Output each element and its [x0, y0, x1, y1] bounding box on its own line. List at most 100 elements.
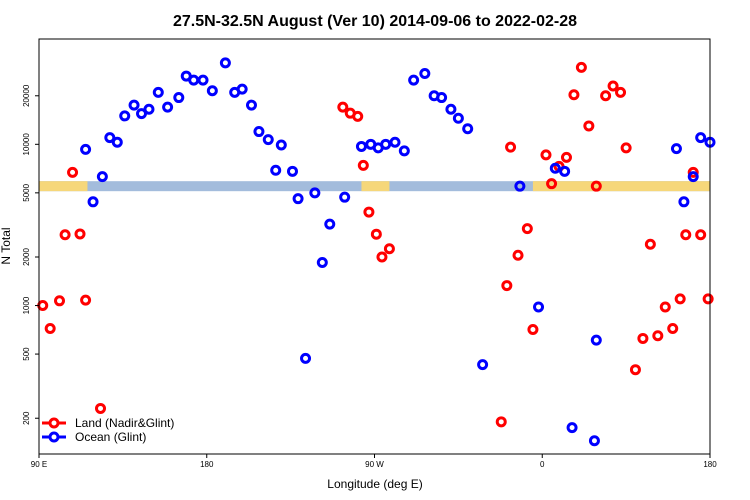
- land-point: [575, 61, 587, 73]
- ocean-point: [380, 138, 392, 150]
- ocean-point: [533, 301, 545, 313]
- x-tick-label: 0: [540, 460, 545, 469]
- y-axis-label: N Total: [0, 227, 13, 264]
- ocean-point: [262, 134, 274, 146]
- land-point: [495, 416, 507, 428]
- ocean-point: [136, 108, 148, 120]
- ocean-point: [236, 83, 248, 95]
- ocean-point: [590, 334, 602, 346]
- ocean-point: [128, 99, 140, 111]
- land-point: [583, 120, 595, 132]
- land-point: [540, 149, 552, 161]
- ocean-point: [462, 123, 474, 135]
- ocean-point: [419, 67, 431, 79]
- ocean-point: [270, 164, 282, 176]
- land-point: [376, 251, 388, 263]
- ocean-point: [339, 191, 351, 203]
- x-tick-label: 90 W: [365, 460, 384, 469]
- land-point: [560, 151, 572, 163]
- land-point: [44, 323, 56, 335]
- land-point: [659, 301, 671, 313]
- land-point: [590, 180, 602, 192]
- legend-ocean-label: Ocean (Glint): [75, 430, 146, 444]
- x-tick-label: 180: [703, 460, 717, 469]
- y-tick-label: 1000: [22, 296, 31, 314]
- legend-land-marker: [48, 417, 60, 429]
- y-tick-label: 20000: [22, 84, 31, 107]
- ocean-point: [389, 136, 401, 148]
- ocean-point: [96, 171, 108, 183]
- plot-area-frame: [38, 38, 711, 455]
- land-point: [644, 238, 656, 250]
- ocean-point: [162, 101, 174, 113]
- land-point: [702, 293, 714, 305]
- ocean-point: [316, 256, 328, 268]
- ocean-point: [275, 139, 287, 151]
- land-point: [667, 323, 679, 335]
- ocean-point: [245, 99, 257, 111]
- legend-land-label: Land (Nadir&Glint): [75, 416, 174, 430]
- y-tick-label: 10000: [22, 133, 31, 156]
- data-points: [37, 57, 716, 447]
- ocean-point: [324, 218, 336, 230]
- ocean-point: [152, 86, 164, 98]
- ocean-point: [514, 180, 526, 192]
- land-point: [620, 142, 632, 154]
- land-point: [615, 86, 627, 98]
- land-point: [546, 178, 558, 190]
- ocean-point: [452, 112, 464, 124]
- ocean-point: [408, 74, 420, 86]
- ocean-point: [143, 103, 155, 115]
- ocean-point: [309, 187, 321, 199]
- land-point: [37, 300, 49, 312]
- land-point: [337, 101, 349, 113]
- ocean-point: [219, 57, 231, 69]
- land-band-segment: [532, 181, 710, 192]
- land-point: [67, 166, 79, 178]
- ocean-point: [188, 74, 200, 86]
- land-point: [629, 364, 641, 376]
- x-axis-label: Longitude (deg E): [327, 477, 422, 491]
- land-point: [674, 293, 686, 305]
- x-tick-label: 180: [200, 460, 214, 469]
- land-point: [370, 228, 382, 240]
- land-point: [505, 141, 517, 153]
- ocean-point: [206, 85, 218, 97]
- land-point: [54, 295, 66, 307]
- land-point: [568, 89, 580, 101]
- ocean-point: [445, 103, 457, 115]
- land-point: [363, 206, 375, 218]
- land-point: [680, 229, 692, 241]
- legend: Land (Nadir&Glint) Ocean (Glint): [42, 416, 174, 444]
- y-tick-label: 5000: [22, 183, 31, 201]
- land-point: [687, 166, 699, 178]
- land-point: [74, 228, 86, 240]
- ocean-point: [355, 140, 367, 152]
- ocean-point: [559, 165, 571, 177]
- ocean-point: [197, 74, 209, 86]
- y-tick-label: 200: [22, 411, 31, 425]
- y-axis-ticks: 200 500 1000 2000 5000 10000 20000: [22, 84, 39, 425]
- y-tick-label: 2000: [22, 248, 31, 266]
- y-tick-label: 500: [22, 347, 31, 361]
- ocean-point: [588, 435, 600, 447]
- chart-title: 27.5N-32.5N August (Ver 10) 2014-09-06 t…: [173, 13, 577, 30]
- land-ocean-band: [39, 181, 710, 192]
- ocean-point: [253, 126, 265, 138]
- land-point: [80, 294, 92, 306]
- land-band-segment: [39, 181, 88, 192]
- ocean-point: [119, 110, 131, 122]
- legend-ocean-marker: [48, 431, 60, 443]
- ocean-point: [436, 92, 448, 104]
- ocean-point: [292, 193, 304, 205]
- land-point: [607, 80, 619, 92]
- land-point: [357, 159, 369, 171]
- ocean-point: [566, 422, 578, 434]
- x-axis-ticks: 90 E 180 90 W 0 180: [31, 454, 717, 469]
- land-point: [352, 110, 364, 122]
- land-point: [512, 249, 524, 261]
- ocean-point: [687, 171, 699, 183]
- land-point: [600, 90, 612, 102]
- land-band-segment: [361, 181, 390, 192]
